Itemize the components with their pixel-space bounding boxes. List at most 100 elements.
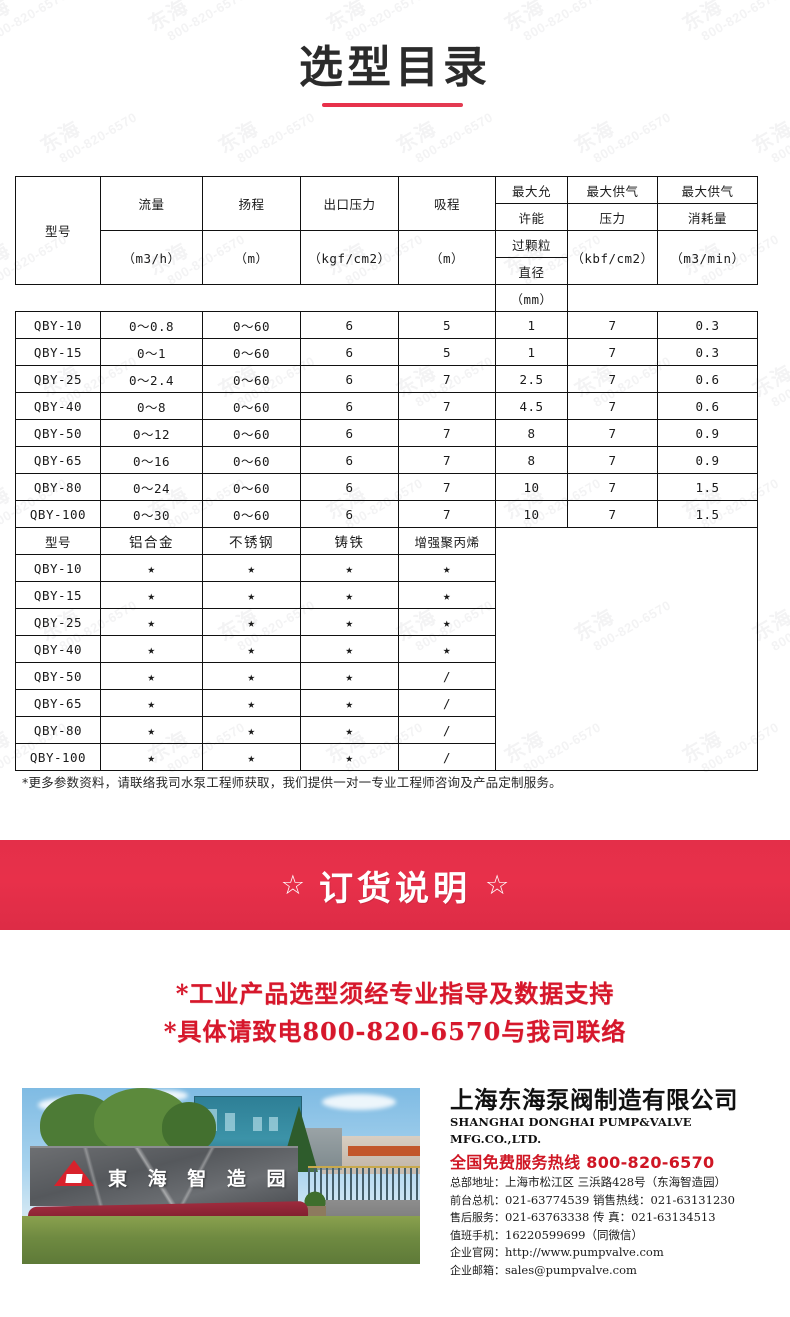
photo-sign-text: 東 海 智 造 园	[108, 1168, 293, 1190]
company-name-cn: 上海东海泵阀制造有限公司	[450, 1086, 738, 1114]
table-row: QBY-100 0～30 0～60 6 7 10 7 1.5	[15, 500, 758, 528]
spec-cell-air_pressure: 7	[567, 365, 658, 393]
spec-cell-model: QBY-15	[15, 338, 101, 366]
spec-cell-flow: 0～30	[100, 500, 203, 528]
spec-cell-outlet: 6	[300, 500, 399, 528]
material-mark-available: ★	[100, 743, 203, 771]
spec-col-air-consumption-2: 消耗量	[657, 203, 758, 231]
spec-cell-air_pressure: 7	[567, 500, 658, 528]
spec-col-head: 扬程	[202, 176, 301, 231]
spec-unit-head: （m）	[202, 230, 301, 285]
title-underline	[322, 103, 463, 107]
spec-header-row-4: 直径	[16, 257, 758, 285]
table-row: QBY-25 ★ ★ ★ ★	[15, 608, 758, 636]
star-icon-left: ☆	[280, 869, 305, 900]
spec-col-particle-2: 许能	[495, 203, 568, 231]
spec-cell-flow: 0～1	[100, 338, 203, 366]
spec-cell-flow: 0～8	[100, 392, 203, 420]
material-mark-available: ★	[202, 635, 301, 663]
spec-table: 型号 流量 扬程 出口压力 吸程 最大允 最大供气 最大供气 许能 压力 消耗量…	[15, 176, 758, 771]
spec-cell-particle: 8	[495, 419, 568, 447]
spec-cell-air_consumption: 1.5	[657, 473, 758, 501]
spec-cell-particle: 10	[495, 473, 568, 501]
material-col-header: 增强聚丙烯	[398, 527, 496, 555]
spec-cell-particle: 10	[495, 500, 568, 528]
order-note-line-2: *具体请致电800-820-6570与我司联络	[163, 1017, 627, 1046]
company-contact-value: 上海市松江区 三浜路428号（东海智造园）	[505, 1175, 727, 1189]
spec-unit-suction: （m）	[398, 230, 496, 285]
company-contact-line: 企业邮箱：sales@pumpvalve.com	[450, 1262, 780, 1280]
spec-cell-suction: 7	[398, 473, 496, 501]
footnote: *更多参数资料，请联络我司水泵工程师获取，我们提供一对一专业工程师咨询及产品定制…	[22, 775, 562, 790]
material-mark-available: ★	[202, 554, 301, 582]
material-cell-model: QBY-80	[15, 716, 101, 744]
spec-cell-air_consumption: 0.9	[657, 446, 758, 474]
spec-col-air-pressure-2: 压力	[567, 203, 658, 231]
material-cell-model: QBY-10	[15, 554, 101, 582]
company-contact-label: 值班手机：	[450, 1228, 505, 1242]
spec-cell-model: QBY-65	[15, 446, 101, 474]
spec-cell-suction: 7	[398, 365, 496, 393]
spec-cell-air_consumption: 0.6	[657, 392, 758, 420]
material-mark-unavailable: /	[398, 743, 496, 771]
order-note-line-1: *工业产品选型须经专业指导及数据支持	[175, 979, 615, 1008]
company-logo-inner-icon	[65, 1174, 83, 1183]
spec-cell-flow: 0～0.8	[100, 311, 203, 339]
spec-table-body: QBY-10 0～0.8 0～60 6 5 1 7 0.3 QBY-15 0～1 0～60 6 5 1 7 0…	[15, 311, 758, 528]
spec-col-suction: 吸程	[398, 176, 496, 231]
material-mark-unavailable: /	[398, 662, 496, 690]
material-mark-available: ★	[100, 689, 203, 717]
spec-cell-flow: 0～16	[100, 446, 203, 474]
material-mark-available: ★	[398, 581, 496, 609]
table-row: QBY-15 0～1 0～60 6 5 1 7 0.3	[15, 338, 758, 366]
spec-cell-particle: 8	[495, 446, 568, 474]
company-contact-line: 值班手机：16220599699（同微信）	[450, 1227, 780, 1245]
spec-cell-particle: 2.5	[495, 365, 568, 393]
spec-cell-model: QBY-25	[15, 365, 101, 393]
spec-cell-air_consumption: 1.5	[657, 500, 758, 528]
photo-orange-roof	[348, 1146, 420, 1156]
spec-cell-outlet: 6	[300, 419, 399, 447]
material-cell-model: QBY-50	[15, 662, 101, 690]
photo-planter-pot	[306, 1206, 326, 1218]
spec-cell-air_pressure: 7	[567, 311, 658, 339]
spec-cell-outlet: 6	[300, 311, 399, 339]
material-mark-available: ★	[100, 554, 203, 582]
company-info: 上海东海泵阀制造有限公司 SHANGHAI DONGHAI PUMP&VALVE…	[450, 1086, 780, 1279]
spec-cell-air_pressure: 7	[567, 338, 658, 366]
spec-cell-head: 0～60	[202, 473, 301, 501]
spec-header-row-3: （m3/h） （m） （kgf/cm2） （m） 过颗粒 （kbf/cm2） （…	[16, 230, 758, 285]
company-contact-label: 企业邮箱：	[450, 1263, 505, 1277]
photo-cloud	[322, 1094, 396, 1110]
spec-cell-head: 0～60	[202, 311, 301, 339]
table-row: QBY-40 0～8 0～60 6 7 4.5 7 0.6	[15, 392, 758, 420]
banner-title: 订货说明	[319, 868, 471, 909]
spec-cell-model: QBY-80	[15, 473, 101, 501]
material-mark-available: ★	[202, 662, 301, 690]
spec-cell-outlet: 6	[300, 473, 399, 501]
spec-cell-head: 0～60	[202, 392, 301, 420]
company-contact-label: 前台总机：	[450, 1193, 505, 1207]
company-contact-value: 16220599699（同微信）	[505, 1227, 643, 1242]
photo-lawn	[22, 1216, 420, 1264]
material-mark-available: ★	[300, 689, 399, 717]
material-table-body: 型号 铝合金 不锈钢 铸铁 增强聚丙烯 QBY-10 ★ ★ ★ ★ QBY-15 ★ ★ ★ ★ QBY-2…	[15, 527, 758, 771]
spec-col-air-consumption-1: 最大供气	[657, 176, 758, 204]
spec-cell-outlet: 6	[300, 365, 399, 393]
company-contact-label: 企业官网：	[450, 1246, 505, 1259]
spec-cell-air_pressure: 7	[567, 473, 658, 501]
table-row: QBY-50 0～12 0～60 6 7 8 7 0.9	[15, 419, 758, 447]
spec-cell-flow: 0～2.4	[100, 365, 203, 393]
spec-cell-model: QBY-10	[15, 311, 101, 339]
material-model-header: 型号	[15, 527, 101, 555]
photo-tree	[162, 1102, 216, 1152]
company-contact-line: 总部地址：上海市松江区 三浜路428号（东海智造园）	[450, 1174, 780, 1192]
spec-unit-flow: （m3/h）	[100, 230, 203, 285]
material-cell-model: QBY-40	[15, 635, 101, 663]
material-mark-available: ★	[202, 689, 301, 717]
material-mark-available: ★	[100, 635, 203, 663]
material-cell-model: QBY-15	[15, 581, 101, 609]
spec-cell-head: 0～60	[202, 365, 301, 393]
spec-cell-suction: 7	[398, 392, 496, 420]
material-mark-available: ★	[300, 662, 399, 690]
